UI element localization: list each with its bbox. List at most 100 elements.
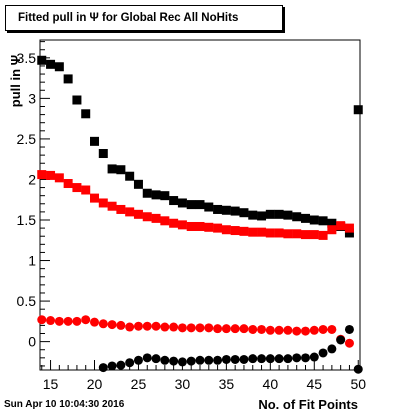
data-point-circle [300, 326, 310, 336]
data-point-square [116, 204, 126, 214]
data-point-circle [213, 324, 223, 334]
x-tick-label: 40 [263, 376, 279, 392]
data-point-square [213, 204, 223, 214]
data-point-circle [186, 356, 196, 366]
data-point-circle [169, 322, 179, 332]
data-point-square [186, 200, 196, 210]
data-point-square [248, 210, 258, 220]
data-point-circle [221, 354, 231, 364]
data-point-square [107, 201, 117, 211]
data-point-square [300, 213, 310, 223]
data-point-circle [344, 338, 354, 348]
data-point-square [151, 190, 161, 200]
data-point-square [72, 183, 82, 193]
chart-title: Fitted pull in Ψ for Global Rec All NoHi… [5, 5, 283, 31]
data-point-circle [151, 354, 161, 364]
data-point-circle [63, 316, 73, 326]
data-point-circle [292, 353, 302, 363]
data-point-circle [133, 321, 143, 331]
data-point-square [63, 74, 73, 84]
data-point-circle [125, 322, 135, 332]
x-tick-label: 30 [175, 376, 191, 392]
data-point-square [90, 136, 100, 146]
y-tick-label: 1 [28, 253, 36, 269]
timestamp: Sun Apr 10 10:04:30 2016 [4, 399, 125, 410]
data-point-circle [274, 325, 284, 335]
data-point-circle [327, 344, 337, 354]
data-point-circle [195, 355, 205, 365]
data-point-square [195, 200, 205, 210]
data-point-square [344, 223, 354, 233]
data-point-square [116, 165, 126, 175]
data-point-square [257, 211, 267, 221]
data-point-square [230, 226, 240, 236]
y-tick-label: 2.5 [17, 131, 37, 147]
data-markers [37, 55, 363, 374]
data-point-circle [160, 322, 170, 332]
data-point-square [125, 207, 135, 217]
data-point-circle [133, 355, 143, 365]
data-point-circle [98, 319, 108, 329]
data-point-circle [81, 315, 91, 325]
data-point-circle [318, 348, 328, 358]
data-point-circle [221, 324, 231, 334]
y-tick-label: 0 [28, 334, 36, 350]
y-tick-label: 2 [28, 171, 36, 187]
data-point-square [265, 228, 275, 238]
data-point-circle [309, 325, 319, 335]
data-point-circle [257, 324, 267, 334]
data-point-circle [107, 361, 117, 371]
data-point-square [309, 215, 319, 225]
data-point-circle [213, 355, 223, 365]
y-tick-label: 3.5 [17, 50, 37, 66]
data-point-square [327, 225, 337, 235]
data-point-circle [90, 317, 100, 327]
data-point-square [213, 223, 223, 233]
data-point-square [125, 171, 135, 181]
y-tick-label: 3 [28, 90, 36, 106]
data-point-square [300, 230, 310, 240]
data-point-circle [318, 324, 328, 334]
data-point-circle [292, 326, 302, 336]
data-point-circle [142, 321, 152, 331]
data-point-square [46, 59, 56, 69]
data-point-square [353, 105, 363, 115]
data-point-circle [274, 354, 284, 364]
data-point-square [54, 173, 64, 183]
data-point-circle [239, 354, 249, 364]
data-point-square [169, 218, 179, 228]
data-point-square [63, 179, 73, 189]
data-point-square [221, 205, 231, 215]
data-point-square [142, 212, 152, 222]
data-point-circle [239, 324, 249, 334]
data-point-circle [142, 353, 152, 363]
data-point-circle [327, 324, 337, 334]
y-tick-label: 1.5 [17, 212, 37, 228]
data-point-circle [300, 353, 310, 363]
axis-ticks: 15 20 25 30 35 40 45 50 0 0.5 1 1.5 2 2.5 3 3.5 [17, 41, 366, 392]
y-tick-label: 0.5 [17, 293, 37, 309]
data-point-circle [125, 358, 135, 368]
data-point-circle [46, 316, 56, 326]
data-point-square [204, 202, 214, 212]
y-axis-label: pull in Ψ [8, 55, 23, 107]
data-point-square [98, 149, 108, 159]
data-point-circle [230, 354, 240, 364]
data-point-square [239, 208, 249, 218]
data-point-square [133, 179, 143, 189]
data-point-square [46, 170, 56, 180]
x-tick-label: 50 [350, 376, 366, 392]
x-tick-label: 20 [87, 376, 103, 392]
x-tick-label: 15 [43, 376, 59, 392]
data-point-square [230, 206, 240, 216]
data-point-square [327, 218, 337, 228]
data-point-square [248, 227, 258, 237]
data-point-square [54, 62, 64, 72]
data-point-circle [204, 323, 214, 333]
data-point-circle [257, 354, 267, 364]
data-point-square [177, 198, 187, 208]
data-point-circle [283, 354, 293, 364]
x-tick-label: 35 [219, 376, 235, 392]
data-point-square [318, 230, 328, 240]
